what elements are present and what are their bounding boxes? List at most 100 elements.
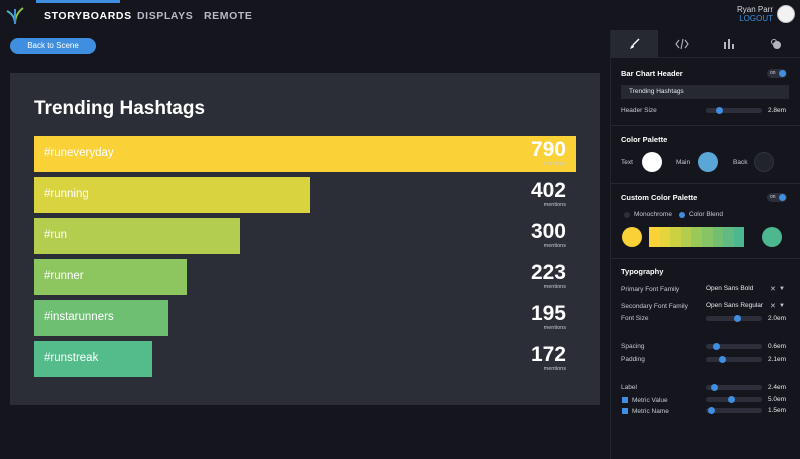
bar-unit: mentions <box>543 366 566 372</box>
slider-thumb[interactable] <box>708 407 715 414</box>
bar-row: #runner 223 mentions <box>34 259 576 295</box>
start-color-swatch[interactable] <box>622 227 642 247</box>
divider <box>611 183 800 184</box>
primary-font-select[interactable]: Open Sans Bold <box>706 285 754 292</box>
slider-thumb[interactable] <box>716 107 723 114</box>
padding-label: Padding <box>621 356 645 363</box>
slider-thumb[interactable] <box>734 315 741 322</box>
divider <box>611 258 800 259</box>
slider-thumb[interactable] <box>713 343 720 350</box>
main-color-label: Main <box>676 159 691 166</box>
gradient-segment <box>649 227 660 247</box>
label-size-label: Label <box>621 384 637 391</box>
tab-code[interactable] <box>658 30 705 58</box>
back-color-swatch[interactable] <box>754 152 774 172</box>
custom-palette-toggle[interactable]: on <box>767 193 787 202</box>
text-color-label: Text <box>621 159 633 166</box>
bar-value: 402 <box>530 179 566 202</box>
monochrome-radio[interactable] <box>624 212 630 218</box>
metric-value-value: 5.0em <box>768 396 787 403</box>
bar <box>34 341 152 377</box>
bar-unit: mentions <box>543 202 566 208</box>
chevron-down-icon[interactable]: ▼ <box>779 303 785 309</box>
bar-value: 300 <box>530 220 566 243</box>
slider-thumb[interactable] <box>728 396 735 403</box>
gradient-segment <box>670 227 681 247</box>
toggle-knob <box>779 194 786 201</box>
toggle-label: on <box>770 194 776 200</box>
bar-unit: mentions <box>543 325 566 331</box>
slider-thumb[interactable] <box>711 384 718 391</box>
font-size-slider[interactable] <box>706 315 762 322</box>
header-size-label: Header Size <box>621 107 657 114</box>
metric-value-checkbox[interactable] <box>622 397 628 403</box>
header-size-value: 2.8em <box>768 107 787 114</box>
header-text-input[interactable]: Trending Hashtags <box>621 85 789 99</box>
section-title-header: Bar Chart Header <box>621 69 683 78</box>
scene-title: Trending Hashtags <box>34 98 206 119</box>
slider-thumb[interactable] <box>719 356 726 363</box>
tab-fill[interactable] <box>752 30 799 58</box>
logout-link[interactable]: LOGOUT <box>739 14 773 23</box>
end-color-swatch[interactable] <box>762 227 782 247</box>
brush-icon <box>629 38 639 50</box>
bar-unit: mentions <box>543 284 566 290</box>
primary-font-label: Primary Font Family <box>621 286 680 293</box>
gradient-segment <box>723 227 734 247</box>
monochrome-label: Monochrome <box>634 211 672 218</box>
bar <box>34 218 240 254</box>
gradient-segment <box>733 227 745 247</box>
color-blend-radio[interactable] <box>679 212 685 218</box>
main-color-swatch[interactable] <box>698 152 718 172</box>
section-title-palette: Color Palette <box>621 135 668 144</box>
gradient-segment <box>702 227 713 247</box>
metric-name-value: 1.5em <box>768 407 787 414</box>
bar-label: #running <box>44 188 89 200</box>
fill-icon <box>770 39 781 50</box>
bar-row: #running 402 mentions <box>34 177 576 213</box>
gradient-segment <box>712 227 724 247</box>
spacing-value: 0.6em <box>768 343 787 350</box>
tab-remote[interactable]: REMOTE <box>204 10 253 22</box>
bar-row: #runstreak 172 mentions <box>34 341 576 377</box>
toggle-label: on <box>770 70 776 76</box>
app-logo-icon <box>6 7 24 25</box>
divider <box>611 125 800 126</box>
tab-displays[interactable]: DISPLAYS <box>137 10 194 22</box>
back-to-scene-button[interactable]: Back to Scene <box>10 38 96 54</box>
avatar[interactable] <box>777 5 795 23</box>
font-size-value: 2.0em <box>768 315 787 322</box>
clear-icon[interactable]: ✕ <box>770 286 776 293</box>
label-size-slider[interactable] <box>706 384 762 391</box>
metric-name-checkbox[interactable] <box>622 408 628 414</box>
spacing-slider[interactable] <box>706 343 762 350</box>
tab-chart[interactable] <box>705 30 752 58</box>
gradient-segment <box>691 227 702 247</box>
header-size-slider[interactable] <box>706 107 762 114</box>
secondary-font-select[interactable]: Open Sans Regular <box>706 302 764 309</box>
gradient-segment <box>680 227 692 247</box>
tab-storyboards[interactable]: STORYBOARDS <box>44 10 132 22</box>
back-color-label: Back <box>733 159 748 166</box>
tab-style[interactable] <box>611 30 658 58</box>
bar-value: 223 <box>530 261 566 284</box>
metric-value-slider[interactable] <box>706 396 762 403</box>
padding-value: 2.1em <box>768 356 787 363</box>
toggle-knob <box>779 70 786 77</box>
bar <box>34 259 187 295</box>
bar-value: 790 <box>530 138 566 161</box>
header-toggle[interactable]: on <box>767 69 787 78</box>
chevron-down-icon[interactable]: ▼ <box>779 286 785 292</box>
text-color-swatch[interactable] <box>642 152 662 172</box>
bar-row: #run 300 mentions <box>34 218 576 254</box>
bar-label: #runner <box>44 270 84 282</box>
metric-name-slider[interactable] <box>706 407 762 414</box>
bar-value: 195 <box>530 302 566 325</box>
scene-preview: Trending Hashtags #runeveryday 790 menti… <box>10 73 600 405</box>
spacing-label: Spacing <box>621 343 645 350</box>
clear-icon[interactable]: ✕ <box>770 303 776 310</box>
section-title-typography: Typography <box>621 267 664 276</box>
top-bar: STORYBOARDS DISPLAYS REMOTE Ryan Parr LO… <box>0 0 800 32</box>
bar-unit: mentions <box>543 161 566 167</box>
padding-slider[interactable] <box>706 356 762 363</box>
